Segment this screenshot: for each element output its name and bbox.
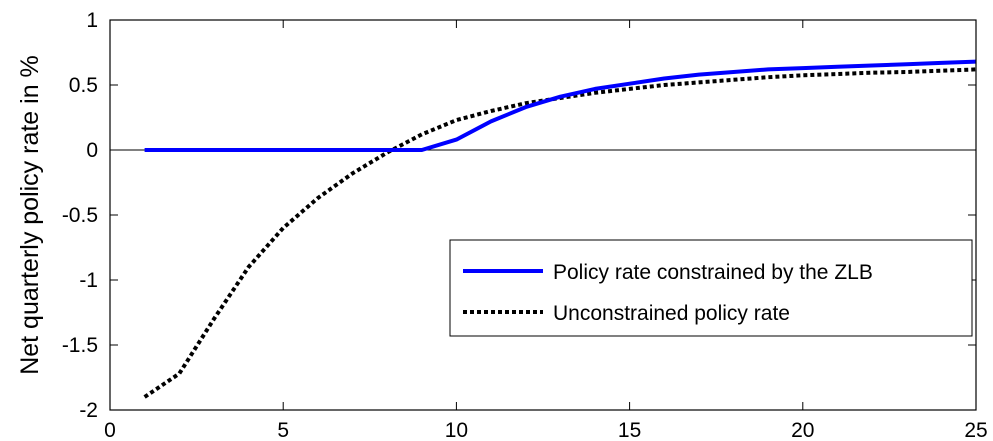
x-tick-label: 25 xyxy=(964,419,987,441)
y-tick-label: -1 xyxy=(79,269,98,292)
y-tick-label: 0 xyxy=(86,139,98,162)
plot-area xyxy=(110,20,976,410)
y-tick-label: -1.5 xyxy=(62,334,98,357)
y-tick-label: -2 xyxy=(79,399,98,422)
series-line-constrained xyxy=(144,59,977,152)
legend-label-unconstrained: Unconstrained policy rate xyxy=(553,302,790,325)
x-tick-label: 15 xyxy=(618,419,641,441)
y-axis-label: Net quarterly policy rate in % xyxy=(16,55,44,375)
y-tick-label: -0.5 xyxy=(62,204,98,227)
y-tick-label: 1 xyxy=(86,9,98,32)
x-tick-label: 5 xyxy=(277,419,289,441)
legend-label-constrained: Policy rate constrained by the ZLB xyxy=(553,261,873,284)
legend-box xyxy=(449,239,973,337)
x-tick-label: 10 xyxy=(445,419,468,441)
x-tick-label: 0 xyxy=(104,419,116,441)
y-tick-label: 0.5 xyxy=(69,74,98,97)
legend: Policy rate constrained by the ZLB Uncon… xyxy=(449,239,973,337)
x-tick-label: 20 xyxy=(791,419,814,441)
